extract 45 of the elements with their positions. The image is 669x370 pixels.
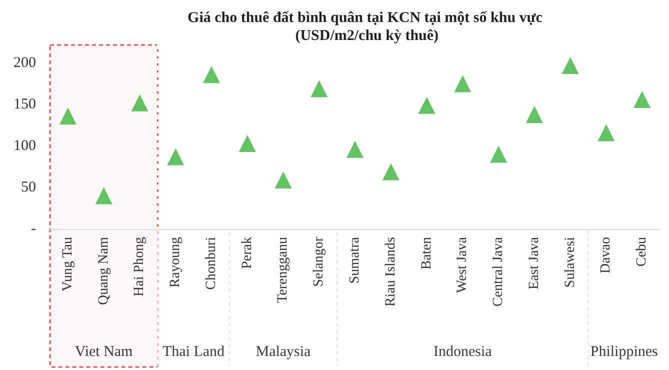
point bbox=[310, 80, 328, 98]
point bbox=[346, 140, 364, 158]
x-tick-label: Vung Tau bbox=[60, 237, 76, 292]
point bbox=[238, 135, 256, 152]
point bbox=[454, 75, 472, 92]
point bbox=[382, 163, 400, 180]
x-tick-label: Perak bbox=[240, 237, 255, 269]
x-tick-label: Baten bbox=[419, 237, 434, 270]
x-tick-label: Cebu bbox=[634, 237, 650, 267]
x-tick-label: Hai Phong bbox=[132, 237, 148, 296]
x-tick-label: Selangor bbox=[312, 236, 327, 287]
point bbox=[490, 146, 508, 163]
point bbox=[526, 106, 543, 123]
band-label: Indonesia bbox=[433, 344, 492, 360]
x-tick-label: Riau Islands bbox=[383, 237, 398, 307]
x-tick-label: Sumatra bbox=[348, 236, 362, 284]
x-tick-label: East Java bbox=[526, 236, 542, 290]
point bbox=[274, 172, 292, 189]
point bbox=[131, 94, 148, 112]
y-tick-label: 150 bbox=[14, 96, 36, 112]
x-tick-label: West Java bbox=[455, 236, 470, 294]
x-tick-label: Rayoung bbox=[168, 237, 184, 288]
band-label: Thai Land bbox=[162, 344, 226, 360]
point bbox=[95, 187, 112, 204]
y-tick-label: 100 bbox=[14, 138, 36, 154]
chart-title: Giá cho thuê đất bình quân tại KCN tại một số khu vực (USD/m2/chu kỳ thuê) bbox=[188, 10, 543, 44]
y-tick-label: - bbox=[31, 221, 36, 237]
y-tick-label: 200 bbox=[14, 55, 36, 71]
y-tick-label: 50 bbox=[21, 180, 36, 196]
x-tick-label: Chonburi bbox=[204, 236, 219, 290]
x-tick-label: Sulawesi bbox=[562, 236, 578, 288]
x-tick-label: Terengganu bbox=[276, 237, 291, 303]
x-tick-label: Quang Nam bbox=[96, 236, 112, 306]
band-label: Philippines bbox=[590, 344, 658, 360]
x-tick-label: Davao bbox=[598, 237, 614, 274]
point bbox=[634, 91, 651, 108]
point bbox=[59, 108, 76, 125]
x-tick-label: Central Java bbox=[491, 236, 506, 307]
point bbox=[418, 96, 436, 114]
point bbox=[202, 66, 220, 84]
point bbox=[167, 148, 184, 166]
band-label: Malaysia bbox=[256, 344, 312, 360]
band-label: Viet Nam bbox=[74, 344, 134, 360]
point bbox=[598, 124, 615, 142]
point bbox=[562, 56, 579, 74]
